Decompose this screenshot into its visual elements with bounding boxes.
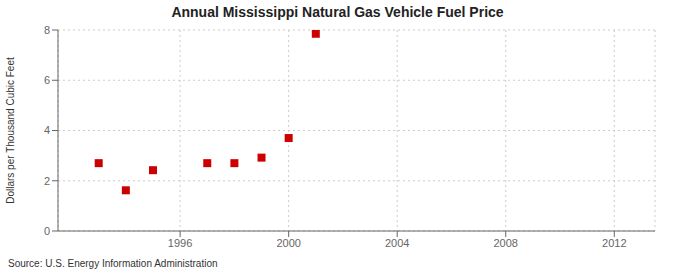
svg-text:2000: 2000: [276, 237, 300, 249]
svg-text:2012: 2012: [602, 237, 626, 249]
svg-text:Dollars per Thousand Cubic Fee: Dollars per Thousand Cubic Feet: [8, 57, 16, 204]
svg-text:6: 6: [44, 74, 50, 86]
svg-text:4: 4: [44, 124, 50, 136]
svg-text:2004: 2004: [385, 237, 409, 249]
html-text:Annual Mississippi Natural Gas: Annual Mississippi Natural Gas Vehicle F…: [171, 4, 504, 20]
html-text:Source: U.S. Energy Informatio: Source: U.S. Energy Information Administ…: [8, 258, 218, 269]
svg-text:2: 2: [44, 175, 50, 187]
svg-text:8: 8: [44, 24, 50, 36]
svg-text:0: 0: [44, 225, 50, 237]
svg-text:2008: 2008: [494, 237, 518, 249]
svg-text:1996: 1996: [168, 237, 192, 249]
